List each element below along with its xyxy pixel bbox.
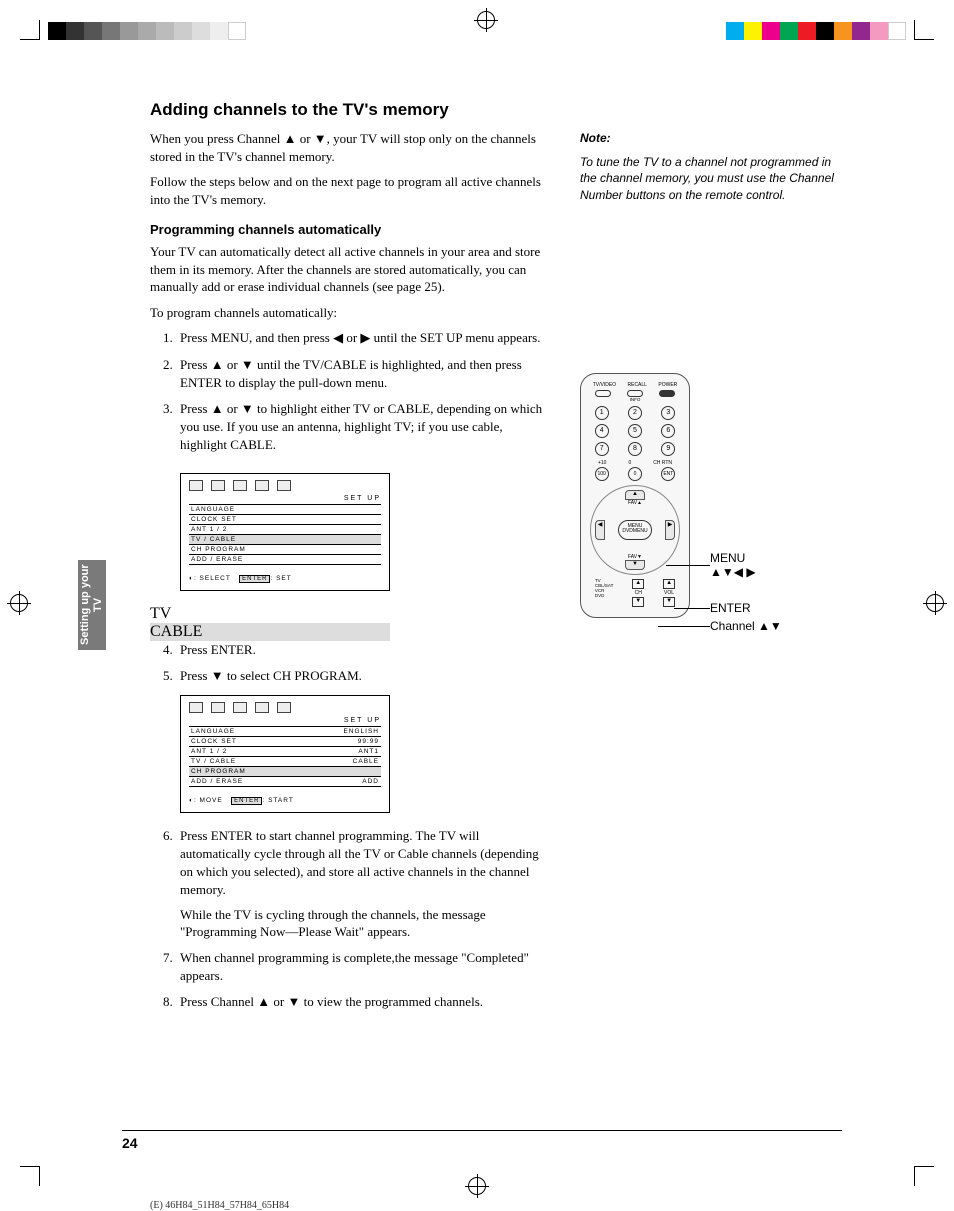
step-item: Press ▲ or ▼ to highlight either TV or C… <box>176 400 550 455</box>
side-column: Note: To tune the TV to a channel not pr… <box>580 130 850 1019</box>
step-item: Press ▼ to select CH PROGRAM. <box>176 667 550 685</box>
step-sub-paragraph: While the TV is cycling through the chan… <box>180 906 550 941</box>
menu-enter-button: MENU DVDMENU <box>618 520 652 540</box>
osd-footer-text: : SELECT <box>194 575 231 582</box>
step-item: Press ENTER to start channel programming… <box>176 827 550 941</box>
ch-label: CH <box>635 590 642 596</box>
vol-label: VOL <box>664 590 674 596</box>
mode-labels: TV CBL/SAT VCR DVD <box>595 579 613 607</box>
registration-mark-icon <box>926 594 944 612</box>
remote-digit-4: 4 <box>595 424 609 438</box>
color-bar-grayscale <box>48 22 246 40</box>
info-label: INFO <box>627 397 643 402</box>
chapter-tab: Setting up your TV <box>78 560 106 650</box>
step-item: Press ENTER. <box>176 641 550 659</box>
color-bar-cmyk <box>726 22 906 40</box>
registration-mark-icon <box>10 594 28 612</box>
vol-down-button: ▼ <box>663 597 675 607</box>
osd-title: SET UP <box>189 717 381 724</box>
remote-digit-9: 9 <box>661 442 675 456</box>
step-item: Press ▲ or ▼ until the TV/CABLE is highl… <box>176 356 550 392</box>
remote-digit-5: 5 <box>628 424 642 438</box>
printer-marks-top <box>0 0 954 40</box>
steps-list: Press ENTER to start channel programming… <box>176 827 550 1011</box>
printer-marks-bottom <box>0 1166 954 1206</box>
main-column: When you press Channel ▲ or ▼, your TV w… <box>150 130 550 1019</box>
page-title: Adding channels to the TV's memory <box>150 100 850 120</box>
remote-special-button: ENT <box>661 467 675 481</box>
step-item: When channel programming is complete,the… <box>176 949 550 985</box>
remote-special-button: 0 <box>628 467 642 481</box>
steps-list: Press MENU, and then press ◀ or ▶ until … <box>176 329 550 454</box>
down-arrow-button: ▼ <box>625 560 645 570</box>
osd-screenshot-2: SET UP LANGUAGEENGLISHCLOCK SET99:99ANT … <box>180 695 390 813</box>
intro-paragraph: Follow the steps below and on the next p… <box>150 173 550 208</box>
osd-screenshot-1: SET UP LANGUAGECLOCK SETANT 1 / 2TV / CA… <box>180 473 390 591</box>
page-number: 24 <box>122 1130 842 1151</box>
right-arrow-button: ▶ <box>665 520 675 540</box>
remote-digit-3: 3 <box>661 406 675 420</box>
intro-paragraph: When you press Channel ▲ or ▼, your TV w… <box>150 130 550 165</box>
nav-pad: ▲ FAV▲ ◀ MENU DVDMENU ▶ FAV▼ ▼ <box>590 485 680 575</box>
registration-mark-icon <box>468 1177 486 1195</box>
ch-up-button: ▲ <box>632 579 644 589</box>
remote-digit-1: 1 <box>595 406 609 420</box>
remote-special-button: 100 <box>595 467 609 481</box>
recall-button <box>627 390 643 397</box>
remote-digit-8: 8 <box>628 442 642 456</box>
body-paragraph: To program channels automatically: <box>150 304 550 322</box>
step-item: Press Channel ▲ or ▼ to view the program… <box>176 993 550 1011</box>
remote-digit-7: 7 <box>595 442 609 456</box>
osd-footer-text: : MOVE <box>194 797 223 804</box>
step-item: Press MENU, and then press ◀ or ▶ until … <box>176 329 550 347</box>
callout-enter: ENTER <box>710 601 751 615</box>
osd-footer-button: ENTER <box>231 797 262 805</box>
body-paragraph: Your TV can automatically detect all act… <box>150 243 550 296</box>
left-arrow-button: ◀ <box>595 520 605 540</box>
callout-channel: Channel ▲▼ <box>710 619 782 633</box>
ch-down-button: ▼ <box>632 597 644 607</box>
tv-video-button <box>595 390 611 397</box>
note-body: To tune the TV to a channel not programm… <box>580 154 850 203</box>
vol-up-button: ▲ <box>663 579 675 589</box>
steps-list: Press ENTER. Press ▼ to select CH PROGRAM… <box>176 641 550 685</box>
remote-digit-6: 6 <box>661 424 675 438</box>
registration-mark-icon <box>477 11 495 29</box>
remote-digit-2: 2 <box>628 406 642 420</box>
power-button <box>659 390 675 397</box>
note-heading: Note: <box>580 130 850 146</box>
section-heading: Programming channels automatically <box>150 222 550 237</box>
osd-popup: TVCABLE <box>150 605 390 641</box>
osd-footer-text: : START <box>262 797 293 804</box>
osd-title: SET UP <box>189 495 381 502</box>
fav-up-label: FAV▲ <box>628 500 642 506</box>
up-arrow-button: ▲ <box>625 490 645 500</box>
osd-footer-text: : SET <box>270 575 291 582</box>
remote-illustration: TV/VIDEORECALLPOWER INFO 123456789 +100C… <box>580 373 690 618</box>
osd-footer-button: ENTER <box>239 575 270 583</box>
callout-menu: MENU ▲▼◀ ▶ <box>710 551 756 579</box>
